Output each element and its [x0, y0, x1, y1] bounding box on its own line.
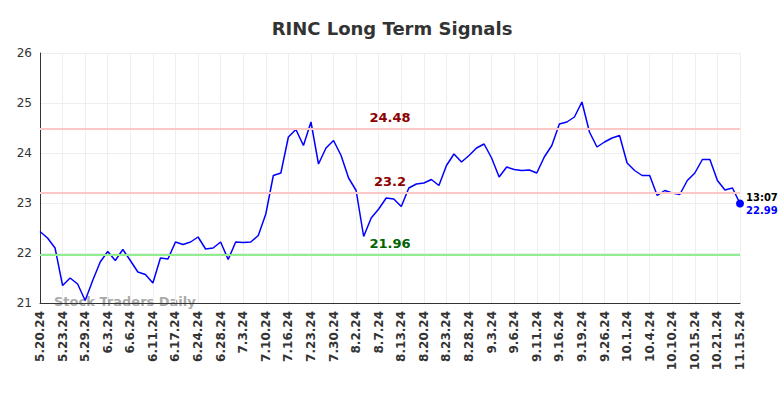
svg-text:5.23.24: 5.23.24 [56, 311, 70, 362]
svg-text:6.24.24: 6.24.24 [191, 311, 205, 362]
svg-text:6.3.24: 6.3.24 [101, 311, 115, 354]
svg-text:10.15.24: 10.15.24 [688, 311, 702, 370]
svg-text:5.29.24: 5.29.24 [78, 311, 92, 362]
svg-text:25: 25 [17, 96, 32, 110]
svg-text:22.99: 22.99 [746, 205, 778, 216]
svg-text:10.1.24: 10.1.24 [620, 311, 634, 362]
svg-text:8.7.24: 8.7.24 [372, 311, 386, 354]
svg-text:11.15.24: 11.15.24 [733, 311, 747, 370]
svg-text:9.26.24: 9.26.24 [598, 311, 612, 362]
svg-text:6.6.24: 6.6.24 [123, 311, 137, 354]
svg-text:7.16.24: 7.16.24 [281, 311, 295, 362]
svg-text:7.30.24: 7.30.24 [327, 311, 341, 362]
svg-text:8.2.24: 8.2.24 [349, 311, 363, 354]
svg-text:6.28.24: 6.28.24 [214, 311, 228, 362]
svg-text:5.20.24: 5.20.24 [33, 311, 47, 362]
svg-text:24: 24 [17, 146, 32, 160]
svg-text:13:07: 13:07 [746, 192, 778, 203]
svg-text:7.23.24: 7.23.24 [304, 311, 318, 362]
svg-text:9.19.24: 9.19.24 [575, 311, 589, 362]
svg-text:26: 26 [17, 46, 32, 60]
svg-text:10.4.24: 10.4.24 [643, 311, 657, 362]
svg-text:9.11.24: 9.11.24 [530, 311, 544, 362]
svg-text:8.28.24: 8.28.24 [462, 311, 476, 362]
svg-text:6.17.24: 6.17.24 [168, 311, 182, 362]
svg-text:9.3.24: 9.3.24 [485, 311, 499, 354]
svg-text:23: 23 [17, 196, 32, 210]
svg-text:9.6.24: 9.6.24 [507, 311, 521, 354]
svg-text:10.21.24: 10.21.24 [710, 311, 724, 370]
svg-text:Stock Traders Daily: Stock Traders Daily [54, 294, 196, 309]
svg-text:8.20.24: 8.20.24 [417, 311, 431, 362]
svg-text:7.3.24: 7.3.24 [236, 311, 250, 354]
svg-text:7.10.24: 7.10.24 [259, 311, 273, 362]
svg-text:8.23.24: 8.23.24 [439, 311, 453, 362]
svg-text:22: 22 [17, 246, 32, 260]
svg-text:9.16.24: 9.16.24 [552, 311, 566, 362]
svg-text:21: 21 [17, 296, 32, 310]
svg-text:21.96: 21.96 [369, 236, 410, 251]
svg-text:8.13.24: 8.13.24 [394, 311, 408, 362]
svg-text:RINC Long Term Signals: RINC Long Term Signals [272, 18, 513, 39]
svg-text:10.10.24: 10.10.24 [665, 311, 679, 370]
svg-text:23.2: 23.2 [374, 174, 406, 189]
svg-text:6.11.24: 6.11.24 [146, 311, 160, 362]
svg-text:24.48: 24.48 [369, 110, 410, 125]
